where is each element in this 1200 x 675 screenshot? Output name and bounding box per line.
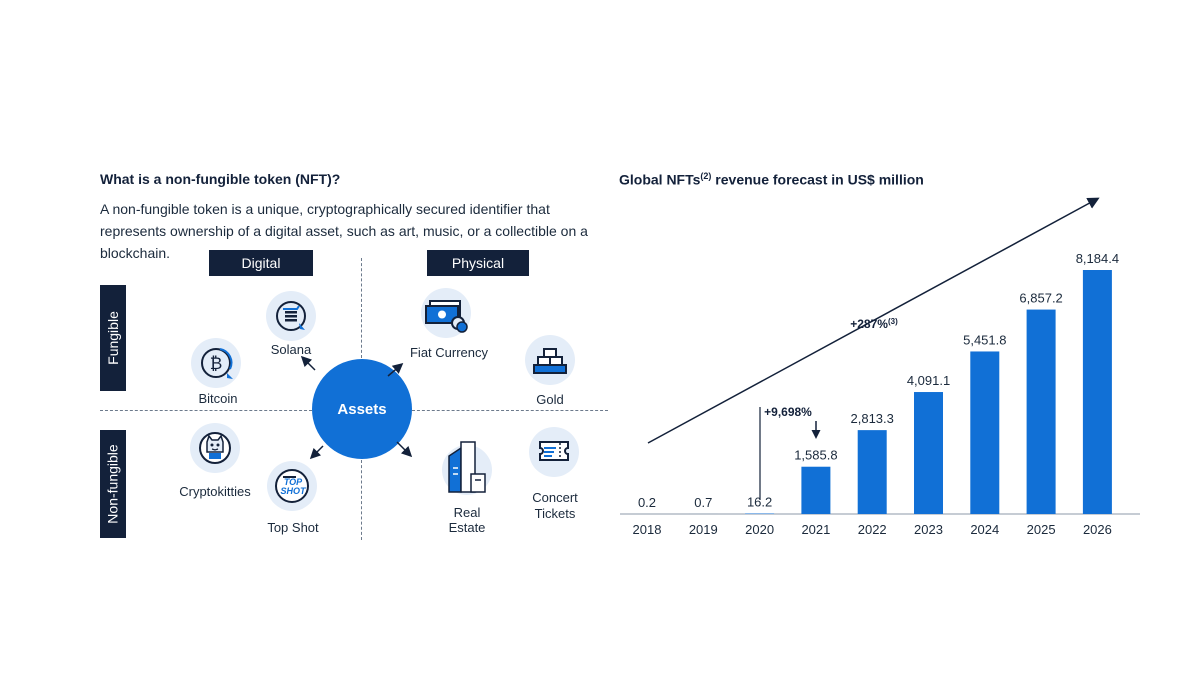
top-shot-logo: TOP SHOT (267, 461, 317, 511)
arrow-nonfungible-physical (396, 441, 413, 458)
x-tick-2019: 2019 (689, 522, 718, 537)
nft-definition-text: A non-fungible token is a unique, crypto… (100, 201, 588, 261)
arrow-fungible-physical (387, 363, 404, 377)
real-estate-label-line2: Estate (448, 520, 486, 535)
annotation-9698: +9,698% (764, 405, 812, 419)
concert-tickets-label-line2: Tickets (534, 506, 576, 521)
banknote-icon (421, 288, 471, 338)
bar-2021 (801, 466, 831, 514)
cryptokitties-label: Cryptokitties (179, 484, 251, 499)
ticket-icon (529, 427, 579, 477)
value-label-2025: 6,857.2 (1019, 291, 1062, 306)
chart-title: Global NFTs(2) revenue forecast in US$ m… (619, 171, 924, 188)
nft-definition-title: What is a non-fungible token (NFT)? (100, 171, 341, 187)
value-label-2024: 5,451.8 (963, 332, 1006, 347)
cryptokitty-icon (190, 423, 240, 473)
bar-2024 (970, 351, 1000, 514)
building-icon (442, 441, 492, 495)
fiat-currency-label: Fiat Currency (409, 345, 489, 360)
x-tick-2020: 2020 (745, 522, 774, 537)
x-tick-2018: 2018 (633, 522, 662, 537)
bitcoin-icon: ₿ (191, 338, 241, 388)
value-label-2022: 2,813.3 (851, 411, 894, 426)
annotation-287: +287%(3) (850, 317, 898, 331)
x-tick-2021: 2021 (801, 522, 830, 537)
value-label-2023: 4,091.1 (907, 373, 950, 388)
concert-tickets-label-line1: Concert (532, 490, 578, 505)
solana-label: Solana (270, 342, 312, 357)
real-estate-label-line1: Real (453, 505, 481, 520)
gold-bars-icon (525, 335, 575, 385)
assets-arrows (300, 355, 413, 460)
value-label-2021: 1,585.8 (794, 448, 837, 463)
top-shot-label: Top Shot (267, 520, 319, 535)
arrow-nonfungible-digital (309, 445, 324, 460)
x-tick-2025: 2025 (1027, 522, 1056, 537)
quadrant-divider-vertical-top (361, 258, 362, 358)
fungible-row-header: Fungible (100, 285, 126, 391)
non-fungible-row-header: Non-fungible (100, 430, 126, 538)
bar-2022 (857, 430, 887, 514)
assets-center-circle: Assets (312, 359, 412, 459)
revenue-bar-chart: +287%(3) +9,698% 0.2 2018 0.7 2019 16.2 2020 1… (620, 197, 1140, 537)
digital-column-header: Digital (209, 250, 313, 276)
value-label-2019: 0.7 (694, 495, 712, 510)
arrow-fungible-digital (300, 355, 316, 371)
quadrant-divider-vertical-bottom (361, 460, 362, 540)
solana-icon (266, 291, 316, 341)
value-label-2026: 8,184.4 (1076, 251, 1119, 266)
svg-text:TOP: TOP (284, 477, 303, 487)
bar-2023 (914, 392, 943, 514)
bar-2025 (1026, 309, 1056, 514)
physical-column-header: Physical (427, 250, 529, 276)
svg-text:₿: ₿ (210, 354, 223, 374)
value-label-2018: 0.2 (638, 495, 656, 510)
svg-text:SHOT: SHOT (280, 486, 307, 496)
x-tick-2022: 2022 (858, 522, 887, 537)
bar-2026 (1082, 270, 1112, 514)
x-tick-2023: 2023 (914, 522, 943, 537)
x-tick-2026: 2026 (1083, 522, 1112, 537)
quadrant-divider-horizontal-right (412, 410, 608, 411)
bitcoin-label: Bitcoin (198, 391, 238, 406)
growth-trend-arrow (647, 197, 1100, 444)
x-tick-2024: 2024 (970, 522, 999, 537)
value-label-2020: 16.2 (747, 495, 772, 510)
quadrant-divider-horizontal-left (100, 410, 312, 411)
gold-label: Gold (536, 392, 564, 407)
